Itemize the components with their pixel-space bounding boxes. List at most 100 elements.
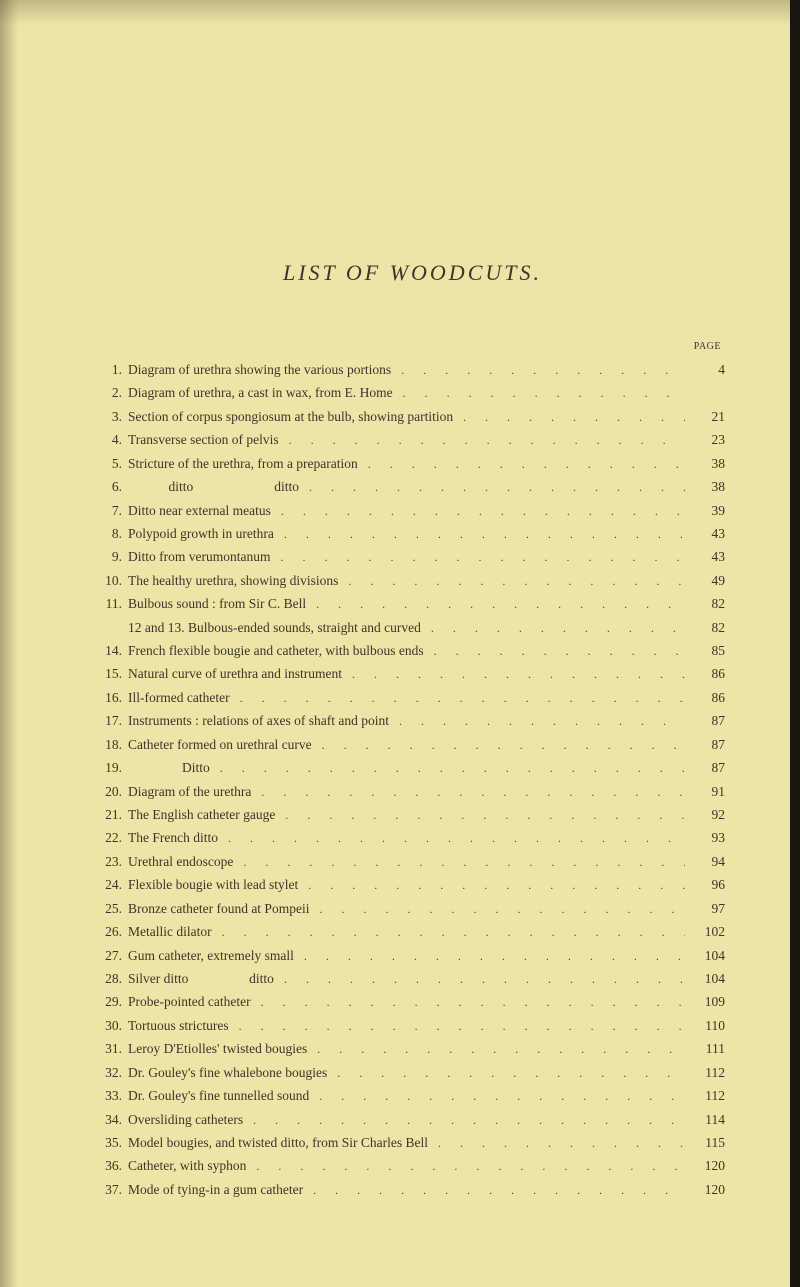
toc-entry: 34.Oversliding catheters. . . . . . . . …	[100, 1110, 725, 1131]
entry-page: 39	[685, 501, 725, 522]
leader-dots: . . . . . . . . . . . . . . . . . . . . …	[327, 1064, 685, 1083]
entry-number: 15.	[100, 664, 128, 685]
toc-entry: 35.Model bougies, and twisted ditto, fro…	[100, 1133, 725, 1154]
entry-page: 104	[685, 969, 725, 990]
entry-page: 112	[685, 1086, 725, 1107]
leader-dots: . . . . . . . . . . . . . . . . . . . . …	[391, 361, 685, 380]
toc-entry: 28.Silver ditto ditto. . . . . . . . . .…	[100, 969, 725, 990]
entry-page: 43	[685, 547, 725, 568]
entry-description: Ill-formed catheter	[128, 688, 230, 709]
toc-entry: 16.Ill-formed catheter. . . . . . . . . …	[100, 688, 725, 709]
entry-description: Tortuous strictures	[128, 1016, 229, 1037]
toc-entry: 25.Bronze catheter found at Pompeii. . .…	[100, 899, 725, 920]
entry-description: Dr. Gouley's fine whalebone bougies	[128, 1063, 327, 1084]
toc-entry: 8.Polypoid growth in urethra. . . . . . …	[100, 524, 725, 545]
entry-description: 12 and 13. Bulbous-ended sounds, straigh…	[128, 618, 421, 639]
toc-entry: 7.Ditto near external meatus. . . . . . …	[100, 501, 725, 522]
entry-number: 20.	[100, 782, 128, 803]
toc-entry: 3.Section of corpus spongiosum at the bu…	[100, 407, 725, 428]
entry-description: Silver ditto ditto	[128, 969, 274, 990]
entry-page: 93	[685, 828, 725, 849]
leader-dots: . . . . . . . . . . . . . . . . . . . . …	[233, 853, 685, 872]
toc-entry: 27.Gum catheter, extremely small. . . . …	[100, 946, 725, 967]
entry-number: 25.	[100, 899, 128, 920]
leader-dots: . . . . . . . . . . . . . . . . . . . . …	[274, 525, 685, 544]
leader-dots: . . . . . . . . . . . . . . . . . . . . …	[251, 993, 685, 1012]
toc-entry: 20.Diagram of the urethra. . . . . . . .…	[100, 782, 725, 803]
entry-description: Section of corpus spongiosum at the bulb…	[128, 407, 453, 428]
entry-description: Diagram of the urethra	[128, 782, 251, 803]
entry-description: The healthy urethra, showing divisions	[128, 571, 338, 592]
entry-page: 23	[685, 430, 725, 451]
entry-page: 110	[685, 1016, 725, 1037]
toc-entry: 29.Probe-pointed catheter. . . . . . . .…	[100, 992, 725, 1013]
entry-page: 97	[685, 899, 725, 920]
entry-description: French flexible bougie and catheter, wit…	[128, 641, 424, 662]
entry-description: Instruments : relations of axes of shaft…	[128, 711, 389, 732]
entry-number: 5.	[100, 454, 128, 475]
toc-entry: 9.Ditto from verumontanum. . . . . . . .…	[100, 547, 725, 568]
leader-dots: . . . . . . . . . . . . . . . . . . . . …	[306, 595, 685, 614]
entry-description: Bulbous sound : from Sir C. Bell	[128, 594, 306, 615]
entry-description: Transverse section of pelvis	[128, 430, 279, 451]
entry-description: Diagram of urethra, a cast in wax, from …	[128, 383, 393, 404]
leader-dots: . . . . . . . . . . . . . . . . . . . . …	[299, 478, 685, 497]
page-shadow-left	[0, 0, 18, 1287]
leader-dots: . . . . . . . . . . . . . . . . . . . . …	[279, 431, 685, 450]
entry-description: Urethral endoscope	[128, 852, 233, 873]
entry-number: 10.	[100, 571, 128, 592]
entry-number: 26.	[100, 922, 128, 943]
entry-description: Diagram of urethra showing the various p…	[128, 360, 391, 381]
toc-entry: 14.French flexible bougie and catheter, …	[100, 641, 725, 662]
entry-description: The English catheter gauge	[128, 805, 275, 826]
entry-page: 85	[685, 641, 725, 662]
entry-number: 11.	[100, 594, 128, 615]
entry-description: Ditto from verumontanum	[128, 547, 270, 568]
entry-number: 6.	[100, 477, 128, 498]
leader-dots: . . . . . . . . . . . . . . . . . . . . …	[243, 1111, 685, 1130]
entry-description: Model bougies, and twisted ditto, from S…	[128, 1133, 428, 1154]
leader-dots: . . . . . . . . . . . . . . . . . . . . …	[393, 384, 685, 403]
toc-entry: 18.Catheter formed on urethral curve. . …	[100, 735, 725, 756]
leader-dots: . . . . . . . . . . . . . . . . . . . . …	[338, 572, 685, 591]
entry-description: Catheter formed on urethral curve	[128, 735, 312, 756]
entry-number: 1.	[100, 360, 128, 381]
leader-dots: . . . . . . . . . . . . . . . . . . . . …	[218, 829, 685, 848]
leader-dots: . . . . . . . . . . . . . . . . . . . . …	[303, 1181, 685, 1200]
entry-page: 38	[685, 454, 725, 475]
entry-page: 38	[685, 477, 725, 498]
entry-number: 28.	[100, 969, 128, 990]
entry-number: 29.	[100, 992, 128, 1013]
toc-entry: 17.Instruments : relations of axes of sh…	[100, 711, 725, 732]
entry-page: 104	[685, 946, 725, 967]
leader-dots: . . . . . . . . . . . . . . . . . . . . …	[294, 947, 685, 966]
toc-entry: 19. Ditto. . . . . . . . . . . . . . . .…	[100, 758, 725, 779]
entry-description: Catheter, with syphon	[128, 1156, 246, 1177]
entry-page: 82	[685, 594, 725, 615]
page-edge-right	[790, 0, 800, 1287]
entry-number: 18.	[100, 735, 128, 756]
entry-description: Bronze catheter found at Pompeii	[128, 899, 309, 920]
entry-description: ditto ditto	[128, 477, 299, 498]
leader-dots: . . . . . . . . . . . . . . . . . . . . …	[312, 736, 685, 755]
entry-page: 112	[685, 1063, 725, 1084]
leader-dots: . . . . . . . . . . . . . . . . . . . . …	[307, 1040, 685, 1059]
entry-description: Natural curve of urethra and instrument	[128, 664, 342, 685]
entry-number: 22.	[100, 828, 128, 849]
entry-number: 16.	[100, 688, 128, 709]
leader-dots: . . . . . . . . . . . . . . . . . . . . …	[270, 548, 685, 567]
entry-page: 102	[685, 922, 725, 943]
toc-entry: 21.The English catheter gauge. . . . . .…	[100, 805, 725, 826]
entry-page: 111	[685, 1039, 725, 1060]
leader-dots: . . . . . . . . . . . . . . . . . . . . …	[229, 1017, 685, 1036]
entry-page: 94	[685, 852, 725, 873]
leader-dots: . . . . . . . . . . . . . . . . . . . . …	[274, 970, 685, 989]
entry-number: 7.	[100, 501, 128, 522]
leader-dots: . . . . . . . . . . . . . . . . . . . . …	[428, 1134, 685, 1153]
entry-description: Polypoid growth in urethra	[128, 524, 274, 545]
toc-entry: 26.Metallic dilator. . . . . . . . . . .…	[100, 922, 725, 943]
page-column-header: PAGE	[100, 341, 725, 352]
leader-dots: . . . . . . . . . . . . . . . . . . . . …	[309, 900, 685, 919]
leader-dots: . . . . . . . . . . . . . . . . . . . . …	[453, 408, 685, 427]
entry-description: Stricture of the urethra, from a prepara…	[128, 454, 358, 475]
